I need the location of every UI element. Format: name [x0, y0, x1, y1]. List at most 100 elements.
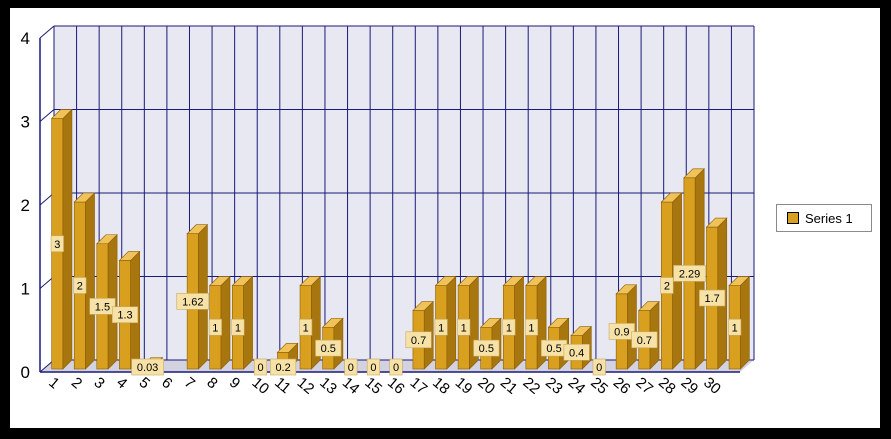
data-label-text: 0.5: [546, 343, 561, 355]
data-label: 0.9: [608, 323, 635, 340]
y-tick-label: 2: [21, 196, 30, 215]
x-tick-label: 25: [587, 374, 611, 398]
x-tick-label: 18: [429, 374, 453, 398]
data-label-box: [366, 358, 380, 376]
bar-top: [50, 109, 73, 119]
x-tick-label: 15: [361, 374, 385, 398]
data-label-text: 0: [370, 362, 376, 374]
data-label-box: [253, 358, 268, 376]
data-label-box: [389, 358, 403, 376]
x-tick-label: 2: [68, 374, 85, 392]
data-label-box: [299, 318, 313, 336]
grid-line-depth: [39, 25, 55, 39]
data-label-box: [111, 306, 139, 324]
data-label-text: 1: [732, 322, 738, 334]
x-tick-label: 6: [158, 374, 175, 392]
data-label-text: 0.5: [321, 343, 336, 355]
x-tick-label: 8: [203, 374, 220, 392]
data-label: 0: [366, 358, 380, 376]
bar-top: [502, 276, 525, 286]
bar-side: [85, 192, 95, 370]
bar-top: [683, 168, 705, 179]
x-tick-label: 14: [339, 374, 363, 398]
bar-top: [525, 276, 547, 286]
data-label-box: [660, 277, 674, 294]
data-label-text: 1: [438, 322, 444, 334]
data-label-box: [231, 318, 245, 336]
x-tick-label: 12: [294, 374, 318, 398]
data-label-box: [176, 293, 210, 310]
data-label-text: 1.3: [117, 310, 132, 322]
x-tick-label: 21: [497, 374, 521, 398]
data-label: 0.5: [541, 339, 568, 357]
x-tick-label: 29: [678, 374, 702, 398]
bar-side: [514, 275, 524, 370]
data-label-box: [89, 298, 116, 315]
data-label: 1: [502, 318, 516, 336]
data-label: 2.29: [673, 265, 706, 282]
data-label: 1: [457, 318, 471, 336]
data-label-box: [131, 358, 164, 376]
data-label: 1: [434, 318, 448, 336]
data-label-text: 0: [257, 362, 263, 374]
x-tick-label: 1: [45, 374, 62, 392]
data-label: 1.7: [699, 289, 726, 307]
bar-side: [220, 275, 231, 370]
y-tick-label: 0: [21, 363, 30, 382]
data-label-text: 0: [348, 362, 354, 374]
data-label: 1: [299, 318, 313, 336]
data-label-text: 1: [461, 322, 467, 334]
data-label-box: [344, 358, 358, 376]
data-label-text: 2: [664, 281, 670, 293]
bar-top: [276, 342, 299, 353]
bar-top: [615, 284, 638, 295]
data-label-text: 2.29: [679, 268, 700, 280]
x-tick-label: 26: [610, 374, 634, 398]
data-label-text: 0.4: [569, 347, 584, 359]
bar-top: [208, 276, 231, 286]
data-label-box: [563, 343, 590, 361]
x-tick-label: 20: [474, 374, 498, 398]
data-label-text: 1.7: [704, 293, 719, 305]
data-label-box: [592, 358, 606, 376]
data-label: 1.5: [89, 298, 116, 315]
data-label: 0: [389, 358, 403, 376]
bar-top: [434, 276, 457, 286]
data-label: 0.5: [473, 339, 500, 357]
bar-top: [412, 301, 434, 311]
bar-side: [243, 275, 253, 370]
data-label-box: [524, 318, 539, 336]
data-label-box: [457, 318, 471, 336]
bar-top: [547, 317, 570, 328]
data-label-box: [208, 318, 222, 336]
grid-line-depth: [39, 109, 55, 122]
data-label-text: 0: [393, 362, 399, 374]
x-tick-label: 30: [700, 374, 724, 398]
data-label-box: [699, 289, 726, 307]
chart-frame: 0 1 2 3 4 3 2 1.5 1.3 0.03 1.62 1 1 0 0.2 1 0.5 0 0 0 0.7 1 1 0…: [10, 8, 880, 428]
x-tick-label: 23: [542, 374, 566, 398]
data-label-box: [405, 331, 432, 349]
x-tick-label: 16: [384, 374, 408, 398]
data-label-box: [473, 339, 500, 357]
data-label-text: 0: [596, 362, 602, 374]
data-label-box: [434, 318, 448, 336]
legend-swatch: [787, 212, 799, 224]
data-label-box: [73, 277, 87, 294]
x-tick-label: 24: [565, 374, 589, 398]
data-label-text: 1: [506, 322, 512, 334]
data-label-box: [728, 318, 742, 336]
data-label: 0: [592, 358, 606, 376]
bar-top: [728, 276, 751, 286]
data-label-text: 1.5: [95, 301, 110, 313]
data-label-text: 1: [303, 322, 309, 334]
bar-top: [570, 326, 593, 336]
data-label: 1.62: [176, 293, 210, 310]
data-label-text: 1: [528, 322, 534, 334]
data-label-text: 0.5: [479, 343, 494, 355]
data-label-text: 0.03: [137, 362, 158, 374]
bar-top: [660, 192, 683, 203]
data-label-box: [502, 318, 516, 336]
data-label-box: [315, 339, 342, 357]
